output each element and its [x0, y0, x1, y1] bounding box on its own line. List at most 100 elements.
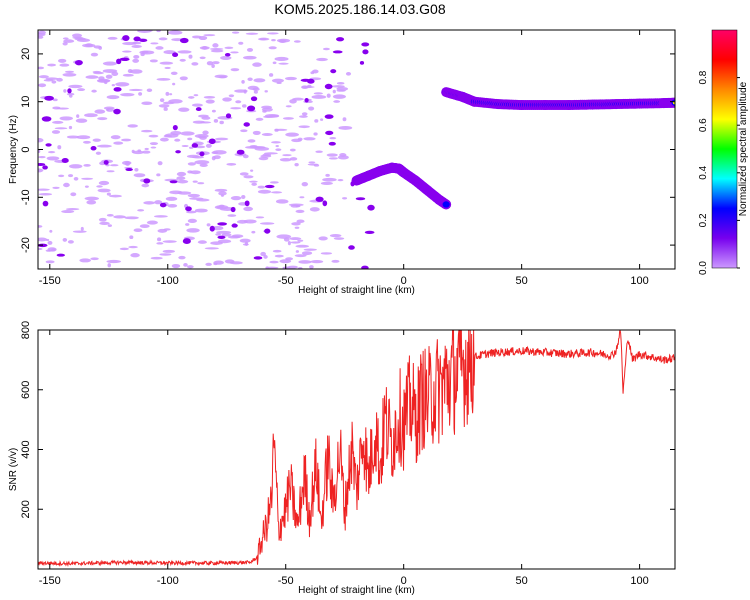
noise-peak: [169, 180, 178, 184]
noise-blob: [194, 160, 210, 165]
noise-blob: [98, 217, 107, 222]
noise-blob: [79, 258, 92, 263]
noise-blob: [38, 30, 46, 35]
noise-blob: [212, 150, 227, 155]
noise-peak: [247, 105, 256, 112]
noise-blob: [102, 61, 118, 66]
noise-blob: [294, 226, 300, 229]
noise-blob: [197, 135, 202, 138]
noise-blob: [191, 62, 199, 66]
noise-blob: [85, 43, 93, 48]
noise-blob: [240, 129, 248, 133]
noise-blob: [288, 203, 304, 207]
noise-blob: [96, 144, 112, 148]
noise-blob: [209, 47, 224, 50]
noise-blob: [133, 54, 140, 59]
noise-blob: [106, 259, 121, 264]
noise-peak: [208, 138, 216, 145]
colorbar-tick-label: 0.0: [698, 261, 709, 275]
y-tick-label: 200: [20, 500, 32, 518]
noise-blob: [313, 164, 320, 167]
noise-blob: [177, 191, 192, 195]
noise-blob: [187, 170, 193, 174]
noise-blob: [310, 259, 324, 264]
noise-blob: [154, 200, 163, 205]
noise-blob: [311, 95, 327, 99]
noise-blob: [38, 35, 44, 39]
noise-blob: [157, 161, 163, 166]
noise-blob: [187, 193, 200, 198]
noise-blob: [298, 125, 310, 129]
noise-blob: [299, 196, 305, 199]
x-tick-label: -150: [39, 275, 61, 287]
noise-blob: [247, 139, 256, 143]
noise-blob: [213, 119, 219, 123]
x-tick-label: -50: [278, 275, 294, 287]
noise-blob: [111, 83, 116, 87]
noise-blob: [197, 182, 205, 185]
noise-blob: [143, 201, 156, 205]
noise-blob: [289, 148, 296, 152]
noise-blob: [187, 218, 197, 223]
noise-blob: [329, 234, 342, 238]
noise-blob: [226, 163, 237, 166]
snr-line: [38, 330, 675, 567]
x-axis-label: Height of straight line (km): [298, 285, 415, 296]
noise-blob: [309, 207, 320, 212]
noise-blob: [146, 88, 153, 92]
noise-blob: [38, 83, 47, 88]
noise-blob: [212, 43, 219, 48]
noise-blob: [176, 171, 187, 177]
noise-peak: [159, 202, 167, 208]
noise-blob: [316, 57, 328, 62]
noise-blob: [142, 150, 151, 154]
colorbar-tick-label: 0.4: [698, 165, 709, 179]
noise-peak: [175, 150, 181, 154]
noise-blob: [165, 196, 178, 201]
noise-blob: [275, 199, 289, 204]
noise-peak: [41, 116, 52, 122]
noise-blob: [285, 105, 292, 108]
noise-blob: [186, 154, 200, 158]
noise-blob: [214, 137, 229, 141]
noise-blob: [139, 224, 150, 229]
noise-blob: [133, 173, 146, 178]
y-tick-label: 600: [20, 381, 32, 399]
noise-blob: [127, 69, 133, 74]
noise-blob: [278, 62, 289, 65]
noise-blob: [84, 196, 100, 201]
noise-peak: [42, 165, 48, 170]
noise-blob: [90, 52, 99, 57]
noise-blob: [62, 237, 68, 242]
noise-peak: [195, 107, 202, 112]
noise-blob: [205, 99, 215, 104]
noise-blob: [137, 30, 152, 33]
noise-blob: [265, 266, 270, 269]
noise-blob: [155, 46, 164, 50]
noise-peak: [172, 52, 179, 58]
noise-blob: [91, 89, 97, 93]
noise-blob: [120, 93, 135, 97]
noise-blob: [239, 172, 249, 176]
noise-blob: [205, 143, 212, 148]
noise-blob: [279, 158, 292, 162]
noise-blob: [38, 75, 49, 79]
noise-blob: [289, 157, 298, 161]
noise-blob: [228, 94, 235, 98]
noise-blob: [163, 228, 171, 231]
noise-blob: [121, 138, 132, 142]
noise-peak: [61, 157, 69, 163]
noise-peak: [90, 146, 97, 151]
noise-blob: [167, 30, 183, 35]
noise-blob: [295, 209, 305, 213]
noise-blob: [38, 188, 50, 191]
noise-blob: [122, 42, 136, 46]
noise-blob: [76, 135, 91, 140]
noise-blob: [96, 185, 103, 188]
noise-blob: [52, 120, 64, 124]
noise-peak: [243, 122, 250, 127]
noise-blob: [162, 249, 175, 253]
noise-blob: [67, 240, 74, 244]
noise-blob: [189, 197, 204, 200]
